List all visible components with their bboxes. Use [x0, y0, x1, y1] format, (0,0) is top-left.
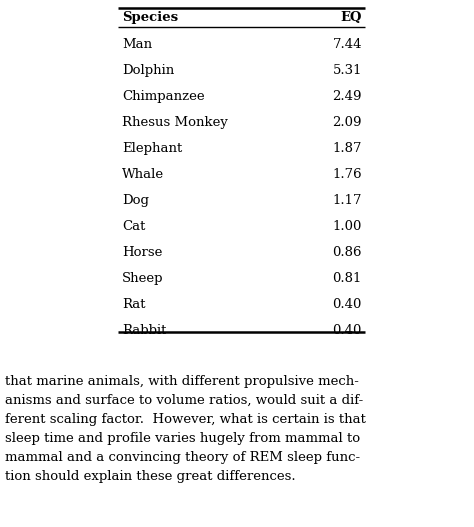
Text: Dog: Dog — [122, 194, 149, 207]
Text: Chimpanzee: Chimpanzee — [122, 90, 205, 103]
Text: 0.86: 0.86 — [332, 246, 362, 259]
Text: mammal and a convincing theory of REM sleep func-: mammal and a convincing theory of REM sl… — [5, 451, 360, 464]
Text: 2.09: 2.09 — [332, 116, 362, 129]
Text: 7.44: 7.44 — [332, 38, 362, 51]
Text: Rabbit: Rabbit — [122, 324, 166, 337]
Text: 0.40: 0.40 — [333, 298, 362, 311]
Text: Rhesus Monkey: Rhesus Monkey — [122, 116, 228, 129]
Text: tion should explain these great differences.: tion should explain these great differen… — [5, 470, 296, 483]
Text: Rat: Rat — [122, 298, 146, 311]
Text: 1.76: 1.76 — [332, 168, 362, 181]
Text: Species: Species — [122, 11, 178, 24]
Text: anisms and surface to volume ratios, would suit a dif-: anisms and surface to volume ratios, wou… — [5, 394, 363, 407]
Text: 2.49: 2.49 — [332, 90, 362, 103]
Text: 0.40: 0.40 — [333, 324, 362, 337]
Text: Sheep: Sheep — [122, 272, 164, 285]
Text: ferent scaling factor.  However, what is certain is that: ferent scaling factor. However, what is … — [5, 413, 366, 426]
Text: Man: Man — [122, 38, 152, 51]
Text: that marine animals, with different propulsive mech-: that marine animals, with different prop… — [5, 375, 359, 388]
Text: Dolphin: Dolphin — [122, 64, 174, 77]
Text: 0.81: 0.81 — [333, 272, 362, 285]
Text: Cat: Cat — [122, 220, 146, 233]
Text: Horse: Horse — [122, 246, 163, 259]
Text: 1.87: 1.87 — [332, 142, 362, 155]
Text: 5.31: 5.31 — [332, 64, 362, 77]
Text: 1.00: 1.00 — [333, 220, 362, 233]
Text: sleep time and profile varies hugely from mammal to: sleep time and profile varies hugely fro… — [5, 432, 360, 445]
Text: Whale: Whale — [122, 168, 164, 181]
Text: EQ: EQ — [340, 11, 362, 24]
Text: 1.17: 1.17 — [332, 194, 362, 207]
Text: Elephant: Elephant — [122, 142, 182, 155]
